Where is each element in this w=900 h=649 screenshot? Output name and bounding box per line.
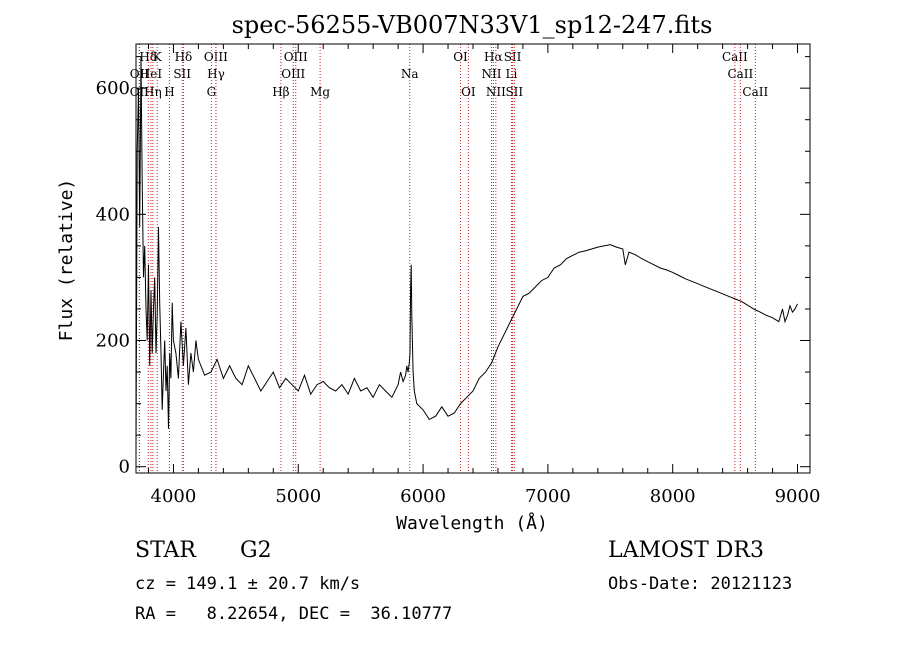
emission-line-label: Na xyxy=(401,67,419,81)
emission-line-label: Hβ xyxy=(272,85,289,99)
emission-line-label: CaII xyxy=(727,67,753,81)
emission-line-label: NII xyxy=(481,67,501,81)
emission-line-label: HeI xyxy=(140,67,163,81)
y-axis-label: Flux (relative) xyxy=(56,179,77,342)
x-tick-label: 7000 xyxy=(525,486,571,507)
plot-frame xyxy=(135,43,811,474)
y-tick-label: 200 xyxy=(96,331,130,352)
emission-line-label: Li xyxy=(506,67,518,81)
object-subclass: G2 xyxy=(240,538,272,563)
emission-line-label: OIII xyxy=(281,67,305,81)
y-tick-label: 400 xyxy=(96,204,130,225)
redshift-velocity: cz = 149.1 ± 20.7 km/s xyxy=(135,574,361,594)
emission-line-label: Hδ xyxy=(175,50,193,64)
coordinates: RA = 8.22654, DEC = 36.10777 xyxy=(135,604,453,624)
emission-line-label: SII xyxy=(505,85,523,99)
emission-line-label: K xyxy=(153,50,163,64)
survey-name: LAMOST DR3 xyxy=(608,538,764,563)
x-tick-label: 5000 xyxy=(275,486,321,507)
x-axis-label: Wavelength (Å) xyxy=(396,512,548,534)
emission-line-label: H xyxy=(164,85,174,99)
x-tick-label: 9000 xyxy=(775,486,821,507)
emission-line-label: CaII xyxy=(722,50,748,64)
spectrum-line xyxy=(135,56,798,455)
emission-line-label: G xyxy=(207,85,217,99)
y-tick-label: 0 xyxy=(119,457,130,478)
emission-line-label: SII xyxy=(173,67,191,81)
y-tick-label: 600 xyxy=(96,78,130,99)
object-class: STAR xyxy=(135,538,196,563)
emission-line-label: Hα xyxy=(484,50,503,64)
emission-line-label: OI xyxy=(461,85,476,99)
emission-line-label: Mg xyxy=(310,85,330,99)
observation-date: Obs-Date: 20121123 xyxy=(608,574,793,594)
emission-line-label: OIII xyxy=(284,50,308,64)
x-tick-label: 8000 xyxy=(650,486,696,507)
emission-line-label: CaII xyxy=(742,85,768,99)
x-tick-label: 4000 xyxy=(151,486,197,507)
emission-line-label: Hγ xyxy=(207,67,225,81)
ticks-layer: 4000 5000 6000 7000 8000 9000 0 200 400 600 xyxy=(96,44,821,507)
series-layer xyxy=(135,56,798,455)
chart-title: spec-56255-VB007N33V1_sp12-247.fits xyxy=(232,11,713,39)
emission-line-label: SII xyxy=(504,50,522,64)
emission-line-label: OI xyxy=(453,50,468,64)
x-tick-label: 6000 xyxy=(400,486,446,507)
emission-line-label: NII xyxy=(486,85,506,99)
emission-line-label: Hη xyxy=(144,85,162,99)
